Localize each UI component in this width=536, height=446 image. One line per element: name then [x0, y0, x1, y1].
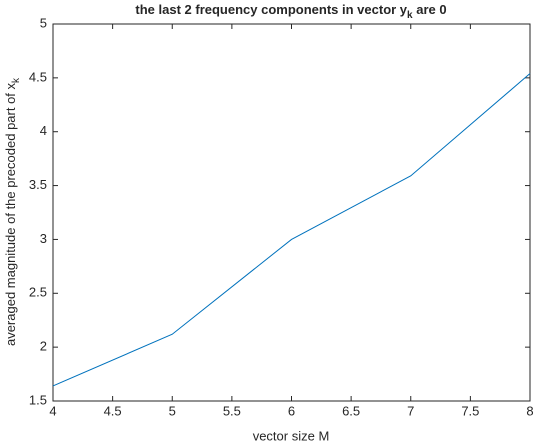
x-tick-label: 8 [526, 403, 533, 418]
y-axis-label: averaged magnitude of the precoded part … [3, 77, 21, 346]
data-line [52, 73, 531, 387]
x-tick-label: 4.5 [104, 403, 122, 418]
x-tick-label: 5 [169, 403, 176, 418]
x-tick-label: 7.5 [461, 403, 479, 418]
title-text: the last 2 frequency components in vecto… [135, 2, 407, 17]
title-subscript: k [407, 10, 413, 21]
y-tick-label: 2 [40, 339, 47, 354]
title-text-end: are 0 [413, 2, 447, 17]
x-tick-label: 4 [49, 403, 56, 418]
y-tick-label: 5 [40, 15, 47, 30]
x-tick-label: 6.5 [342, 403, 360, 418]
chart-title: the last 2 frequency components in vecto… [135, 2, 446, 20]
y-tick-label: 4 [40, 123, 47, 138]
x-tick-label: 6 [288, 403, 295, 418]
x-axis-label: vector size M [253, 428, 330, 443]
y-label-text: averaged magnitude of the precoded part … [3, 82, 18, 346]
y-tick-label: 3 [40, 231, 47, 246]
x-tick-label: 7 [407, 403, 414, 418]
y-tick-label: 4.5 [29, 69, 47, 84]
y-tick-label: 3.5 [29, 177, 47, 192]
y-tick-label: 1.5 [29, 392, 47, 407]
y-label-subscript: k [11, 77, 22, 83]
x-tick-label: 5.5 [223, 403, 241, 418]
y-tick-label: 2.5 [29, 285, 47, 300]
